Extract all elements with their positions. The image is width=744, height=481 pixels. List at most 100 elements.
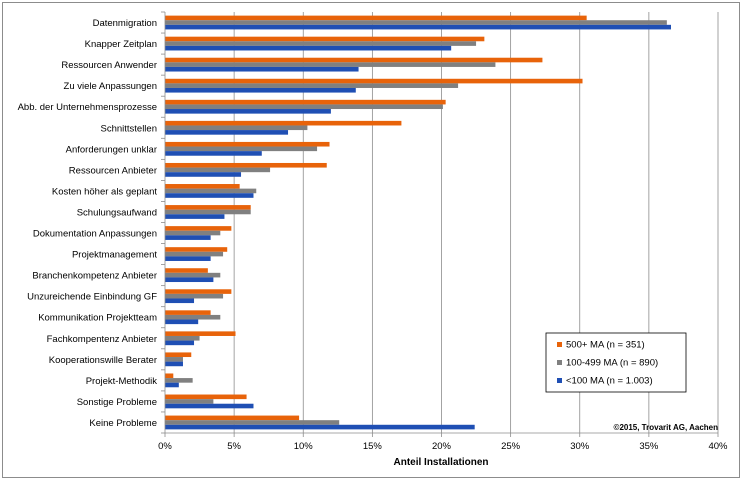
bar <box>165 130 289 135</box>
bar <box>165 83 459 88</box>
bar <box>165 272 221 278</box>
bar <box>165 293 224 299</box>
bar <box>165 357 183 362</box>
category-label: Schnittstellen <box>100 123 157 134</box>
bar <box>165 15 587 21</box>
category-labels: Datenmigration Knapper Zeitplan Ressourcen… <box>18 18 158 429</box>
legend-swatch <box>557 360 562 365</box>
category-label: Kooperationswille Berater <box>49 355 157 366</box>
copyright-annotation: ©2015, Trovarit AG, Aachen <box>614 423 719 432</box>
bar <box>165 230 221 236</box>
category-label: Knapper Zeitplan <box>85 39 157 50</box>
bar <box>165 172 242 177</box>
category-label: Keine Probleme <box>89 418 157 429</box>
legend-label: <100 MA (n = 1.003) <box>566 376 653 387</box>
bar <box>165 36 485 42</box>
bar <box>165 188 257 194</box>
bar <box>165 415 300 421</box>
x-tick-label: 25% <box>501 441 521 452</box>
x-tick-label: 30% <box>570 441 590 452</box>
x-axis-title: Anteil Installationen <box>393 457 488 468</box>
bar <box>165 41 477 46</box>
bars <box>165 15 671 430</box>
bar <box>165 62 496 67</box>
bar <box>165 120 402 126</box>
category-label: Branchenkompetenz Anbieter <box>32 271 157 282</box>
x-tick-label: 5% <box>227 441 241 452</box>
x-tick-label: 35% <box>639 441 659 452</box>
bar <box>165 268 208 273</box>
category-label: Datenmigration <box>93 18 157 29</box>
category-label: Projektmanagement <box>72 250 157 261</box>
bar <box>165 167 271 173</box>
bar <box>165 99 446 105</box>
category-label: Sonstige Probleme <box>77 397 157 408</box>
bar <box>165 87 356 93</box>
bar <box>165 314 221 320</box>
x-tick-label: 40% <box>708 441 728 452</box>
bar <box>165 109 331 114</box>
category-label: Projekt-Methodik <box>86 376 158 387</box>
axes <box>161 11 719 437</box>
category-label: Unzureichende Einbindung GF <box>27 292 157 303</box>
bar <box>165 277 214 283</box>
x-tick-label: 15% <box>363 441 383 452</box>
bar <box>165 403 254 409</box>
bar <box>165 361 183 367</box>
category-label: Abb. der Unternehmensprozesse <box>18 102 157 113</box>
bar <box>165 256 211 261</box>
bar <box>165 78 583 84</box>
category-label: Zu viele Anpassungen <box>64 81 157 92</box>
category-label: Fachkompentenz Anbieter <box>47 334 157 345</box>
bar <box>165 373 174 379</box>
category-label: Kosten höher als geplant <box>52 186 157 197</box>
bar <box>165 340 195 346</box>
bar <box>165 193 254 198</box>
bar <box>165 289 232 294</box>
bar <box>165 20 667 25</box>
category-label: Ressourcen Anwender <box>61 60 157 71</box>
category-label: Ressourcen Anbieter <box>69 165 157 176</box>
bar <box>165 335 200 341</box>
category-label: Kommunikation Projektteam <box>38 313 157 324</box>
bar <box>165 162 327 168</box>
bar <box>165 424 475 430</box>
bar <box>165 247 228 252</box>
category-label: Schulungsaufwand <box>77 207 157 218</box>
bar <box>165 57 543 63</box>
bar <box>165 209 251 215</box>
bar <box>165 214 225 219</box>
legend-swatch <box>557 378 562 383</box>
bar <box>165 382 179 388</box>
x-tick-label: 10% <box>294 441 314 452</box>
bar <box>165 205 251 210</box>
bar <box>165 319 199 325</box>
category-label: Anforderungen unklar <box>66 144 157 155</box>
legend-box <box>545 332 687 393</box>
tick-labels: 0% 5% 10% 15% 20% 25% 30% 35% 40% <box>158 441 728 452</box>
bar <box>165 310 211 315</box>
bar <box>165 45 452 51</box>
bar <box>165 399 214 404</box>
legend-label: 100-499 MA (n = 890) <box>566 358 658 369</box>
bar <box>165 298 195 304</box>
bar <box>165 184 240 189</box>
category-label: Dokumentation Anpassungen <box>33 229 157 240</box>
x-tick-label: 20% <box>432 441 452 452</box>
bar <box>165 251 224 257</box>
legend-label: 500+ MA (n = 351) <box>566 340 645 351</box>
bar <box>165 104 443 110</box>
bar <box>165 146 318 152</box>
legend-swatch <box>557 342 562 347</box>
bar <box>165 226 232 231</box>
bar <box>165 66 359 72</box>
bar <box>165 331 236 336</box>
bar <box>165 125 308 131</box>
x-tick-label: 0% <box>158 441 172 452</box>
bar <box>165 151 262 156</box>
bar <box>165 352 192 358</box>
bar <box>165 420 340 425</box>
bar <box>165 378 193 383</box>
legend: 500+ MA (n = 351) 100-499 MA (n = 890) <10… <box>545 332 687 393</box>
